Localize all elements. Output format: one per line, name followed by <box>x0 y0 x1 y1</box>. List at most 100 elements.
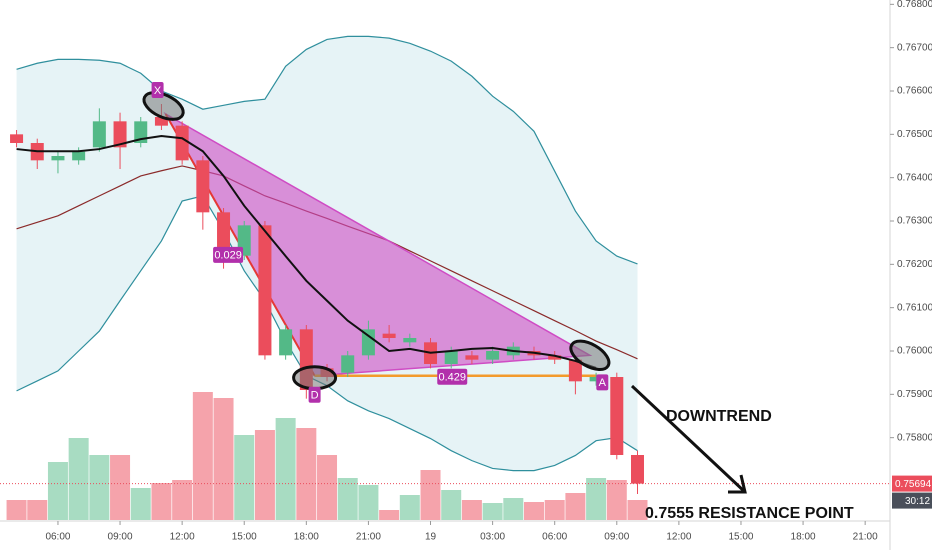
candle-body <box>154 117 168 126</box>
candle-body <box>589 377 603 382</box>
pattern-label-box <box>596 374 609 391</box>
volume-bar <box>151 483 172 520</box>
pattern-label: D <box>311 390 319 402</box>
x-tick-label: 03:00 <box>480 532 505 543</box>
volume-bar <box>441 490 462 520</box>
volume-bar <box>27 500 48 520</box>
volume-bar <box>358 485 379 520</box>
volume-bar <box>47 462 68 520</box>
volume-bar <box>296 428 317 520</box>
volume-bar <box>254 430 275 520</box>
x-tick-label: 21:00 <box>356 532 381 543</box>
last-price-box <box>892 475 932 492</box>
y-tick-label: 0.76000 <box>897 346 932 357</box>
y-tick-label: 0.76300 <box>897 216 932 227</box>
pattern-label: X <box>154 85 162 97</box>
candle-body <box>51 156 65 161</box>
highlight-ellipse <box>292 365 338 391</box>
volume-bar <box>6 500 27 520</box>
y-tick-label: 0.76400 <box>897 172 932 183</box>
volume-bar <box>482 503 503 520</box>
volume-bar <box>379 510 400 520</box>
x-tick-label: 18:00 <box>791 532 816 543</box>
volume-bar <box>524 502 544 520</box>
volume-bar <box>461 500 482 520</box>
candle-body <box>361 329 375 356</box>
volume-bar <box>586 478 607 520</box>
volume-bar <box>275 418 296 520</box>
x-tick-label: 19 <box>425 532 437 543</box>
countdown-box <box>892 492 932 509</box>
y-tick-label: 0.76500 <box>897 129 932 140</box>
volume-bar <box>627 500 648 520</box>
candle-body <box>72 151 86 161</box>
volume-bar <box>172 480 193 520</box>
x-tick-label: 21:00 <box>853 532 878 543</box>
last-price-label: 0.75694 <box>895 479 932 490</box>
x-tick-label: 12:00 <box>666 532 691 543</box>
candle-body <box>630 455 644 484</box>
candle-body <box>134 121 148 143</box>
volume-bar <box>606 480 627 520</box>
x-tick-label: 18:00 <box>294 532 319 543</box>
candle-body <box>113 121 127 148</box>
pattern-ratio: 0.029 <box>214 250 242 262</box>
plot-area: X D A 0.029 0.429 <box>6 35 648 520</box>
y-tick-label: 0.76600 <box>897 86 932 97</box>
volume-bar <box>234 435 255 520</box>
candle-body <box>258 225 272 356</box>
candle-body <box>444 351 458 364</box>
y-tick-label: 0.76700 <box>897 42 932 53</box>
x-tick-label: 09:00 <box>108 532 133 543</box>
volume-bar <box>213 398 234 520</box>
candle-body <box>382 333 396 338</box>
candle-body <box>217 212 231 256</box>
volume-bar <box>503 498 524 520</box>
candle-body <box>465 355 479 360</box>
y-tick-label: 0.75900 <box>897 389 932 400</box>
candle-body <box>610 377 624 455</box>
pattern-ratio-box <box>437 368 468 385</box>
candle-body <box>279 329 293 356</box>
y-tick-label: 0.75800 <box>897 432 932 443</box>
volume-bar <box>68 438 89 520</box>
candle-body <box>175 125 189 161</box>
moving-average <box>16 135 597 369</box>
countdown-label: 30:12 <box>905 496 930 507</box>
x-tick-label: 06:00 <box>542 532 567 543</box>
volume-bar <box>565 493 586 520</box>
candle-body <box>403 338 417 343</box>
volume-bar <box>420 470 441 520</box>
volume-bar <box>337 478 358 520</box>
pattern-ratio: 0.429 <box>438 372 466 384</box>
x-tick-label: 15:00 <box>232 532 257 543</box>
candle-body <box>548 355 562 360</box>
pattern-ratio-box <box>213 246 244 263</box>
y-tick-label: 0.76100 <box>897 302 932 313</box>
band-upper <box>16 35 638 265</box>
volume-bar <box>89 455 110 520</box>
candle-body <box>486 351 500 360</box>
y-tick-label: 0.76200 <box>897 259 932 270</box>
candle-body <box>568 359 582 382</box>
volume-bar <box>110 455 131 520</box>
candle-body <box>196 160 210 213</box>
volume-bar <box>317 455 338 520</box>
volume-bar <box>192 392 213 520</box>
highlight-ellipse <box>142 91 185 121</box>
pattern-label-box <box>151 81 164 98</box>
x-tick-label: 15:00 <box>728 532 753 543</box>
candle-body <box>10 134 24 143</box>
annotation: 0.7555 RESISTANCE POINT <box>645 505 854 522</box>
highlight-ellipse <box>569 339 611 372</box>
annotation: DOWNTREND <box>666 408 772 425</box>
trend-arrow <box>630 384 747 494</box>
candle-body <box>92 121 106 148</box>
trend-arrowhead <box>728 474 747 494</box>
pattern-label: A <box>599 377 607 389</box>
y-tick-label: 0.76800 <box>897 0 932 10</box>
candle-body <box>341 355 355 373</box>
x-tick-label: 09:00 <box>604 532 629 543</box>
